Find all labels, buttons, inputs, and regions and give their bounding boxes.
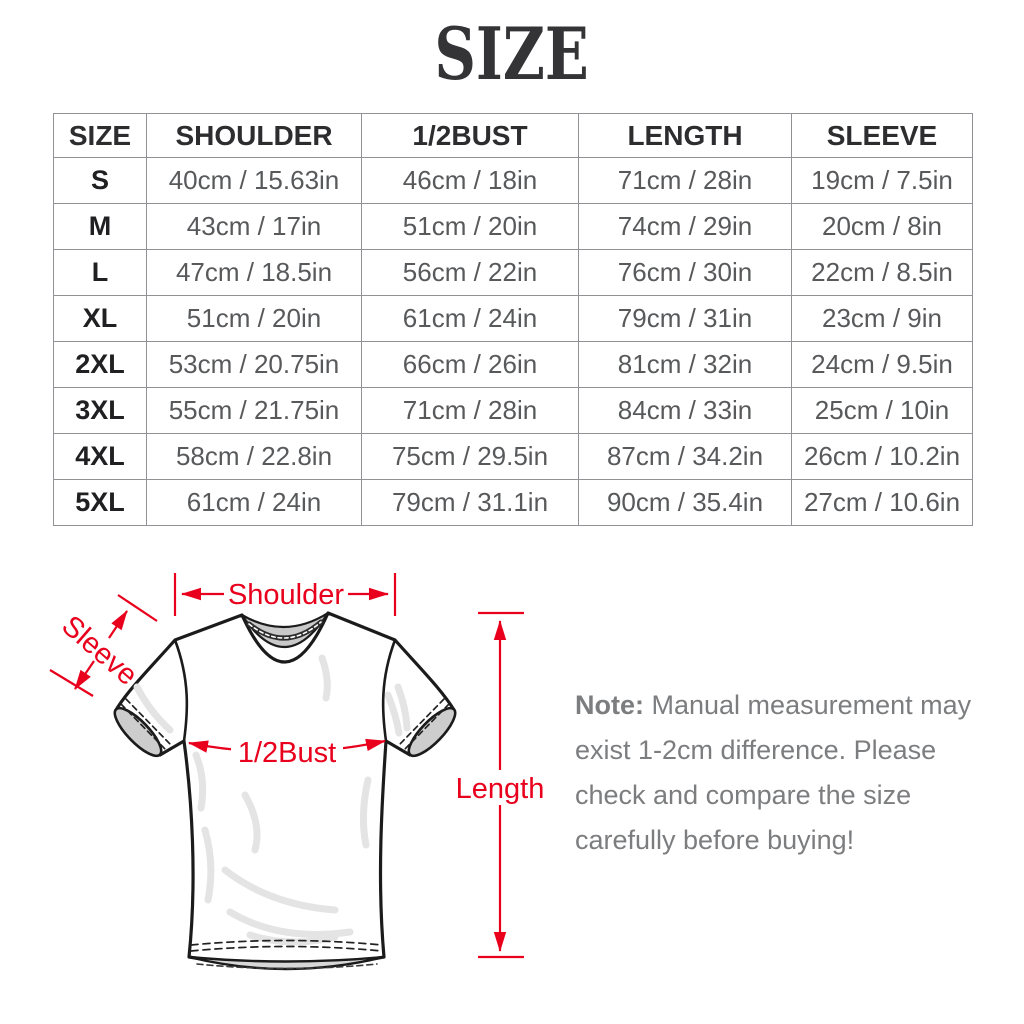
measurement-cell: 79cm / 31in [578,295,792,342]
table-row: S 40cm / 15.63in 46cm / 18in 71cm / 28in 19c… [53,157,973,204]
measurement-cell: 74cm / 29in [578,203,792,250]
note-line: exist 1-2cm difference. Please [575,735,937,765]
measurement-cell: 76cm / 30in [578,249,792,296]
size-cell: L [53,249,147,296]
note-line: Note: Manual measurement may [575,690,972,720]
size-table: SIZE SHOULDER 1/2BUST LENGTH SLEEVE S 40cm / … [53,113,973,526]
size-cell: XL [53,295,147,342]
tshirt-measurement-diagram: Shoulder Sleeve 1/2Bust Length [49,573,545,971]
shoulder-arrow [173,573,397,616]
measurement-cell: 79cm / 31.1in [361,479,579,526]
hem-stitches [190,939,383,952]
measurement-cell: 47cm / 18.5in [146,249,362,296]
column-header: 1/2BUST [361,113,579,158]
column-header: SHOULDER [146,113,362,158]
measurement-cell: 20cm / 8in [791,203,973,250]
column-header: LENGTH [578,113,792,158]
measurement-cell: 51cm / 20in [361,203,579,250]
note-line: carefully before buying! [575,825,855,855]
collar-inside [240,611,330,649]
column-header: SIZE [53,113,147,158]
measurement-cell: 43cm / 17in [146,203,362,250]
measurement-cell: 87cm / 34.2in [578,433,792,480]
note-text: Note: Manual measurement may exist 1-2cm… [575,683,971,863]
measurement-cell: 90cm / 35.4in [578,479,792,526]
page-title: SIZE [434,11,590,96]
sleeve-arrow [49,594,158,697]
measurement-cell: 22cm / 8.5in [791,249,973,296]
measurement-cell: 53cm / 20.75in [146,341,362,388]
size-cell: 3XL [53,387,147,434]
measurement-cell: 26cm / 10.2in [791,433,973,480]
half-bust-label: 1/2Bust [238,737,336,769]
fabric-wrinkles [133,654,411,946]
table-row: 4XL 58cm / 22.8in 75cm / 29.5in 87cm / 34.2… [53,433,973,480]
table-body: S 40cm / 15.63in 46cm / 18in 71cm / 28in 19c… [53,157,973,526]
measurement-cell: 81cm / 32in [578,341,792,388]
tshirt-illustration [113,611,457,971]
measurement-cell: 25cm / 10in [791,387,973,434]
note-label: Note: [575,690,644,720]
cuff-stitches [120,698,450,750]
left-cuff-opening [113,706,163,758]
size-cell: S [53,157,147,204]
measurement-cell: 71cm / 28in [578,157,792,204]
measurement-cell: 61cm / 24in [146,479,362,526]
table-row: XL 51cm / 20in 61cm / 24in 79cm / 31in 23cm … [53,295,973,342]
measurement-cell: 51cm / 20in [146,295,362,342]
measurement-cell: 24cm / 9.5in [791,341,973,388]
table-row: 5XL 61cm / 24in 79cm / 31.1in 90cm / 35.4in… [53,479,973,526]
tshirt-body [114,611,456,968]
measurement-cell: 27cm / 10.6in [791,479,973,526]
measurement-cell: 75cm / 29.5in [361,433,579,480]
measurement-cell: 19cm / 7.5in [791,157,973,204]
measurement-cell: 23cm / 9in [791,295,973,342]
size-cell: 2XL [53,341,147,388]
measurement-cell: 46cm / 18in [361,157,579,204]
table-header: SIZE SHOULDER 1/2BUST LENGTH SLEEVE [53,113,973,158]
sleeve-label: Sleeve [55,610,143,692]
measurement-cell: 56cm / 22in [361,249,579,296]
table-row: M 43cm / 17in 51cm / 20in 74cm / 29in 20cm /… [53,203,973,250]
measurement-cell: 84cm / 33in [578,387,792,434]
measurement-cell: 61cm / 24in [361,295,579,342]
size-cell: 4XL [53,433,147,480]
table-row: 3XL 55cm / 21.75in 71cm / 28in 84cm / 33in 2… [53,387,973,434]
size-cell: 5XL [53,479,147,526]
measurement-cell: 55cm / 21.75in [146,387,362,434]
length-label: Length [456,773,545,805]
measurement-cell: 58cm / 22.8in [146,433,362,480]
measurement-cell: 40cm / 15.63in [146,157,362,204]
table-row: L 47cm / 18.5in 56cm / 22in 76cm / 30in 22cm… [53,249,973,296]
right-cuff-opening [407,706,457,758]
table-row: 2XL 53cm / 20.75in 66cm / 26in 81cm / 32in 2… [53,341,973,388]
measurement-cell: 66cm / 26in [361,341,579,388]
length-arrow [478,611,524,959]
size-cell: M [53,203,147,250]
shoulder-label: Shoulder [228,579,344,611]
note-line: check and compare the size [575,780,912,810]
column-header: SLEEVE [791,113,973,158]
measurement-cell: 71cm / 28in [361,387,579,434]
